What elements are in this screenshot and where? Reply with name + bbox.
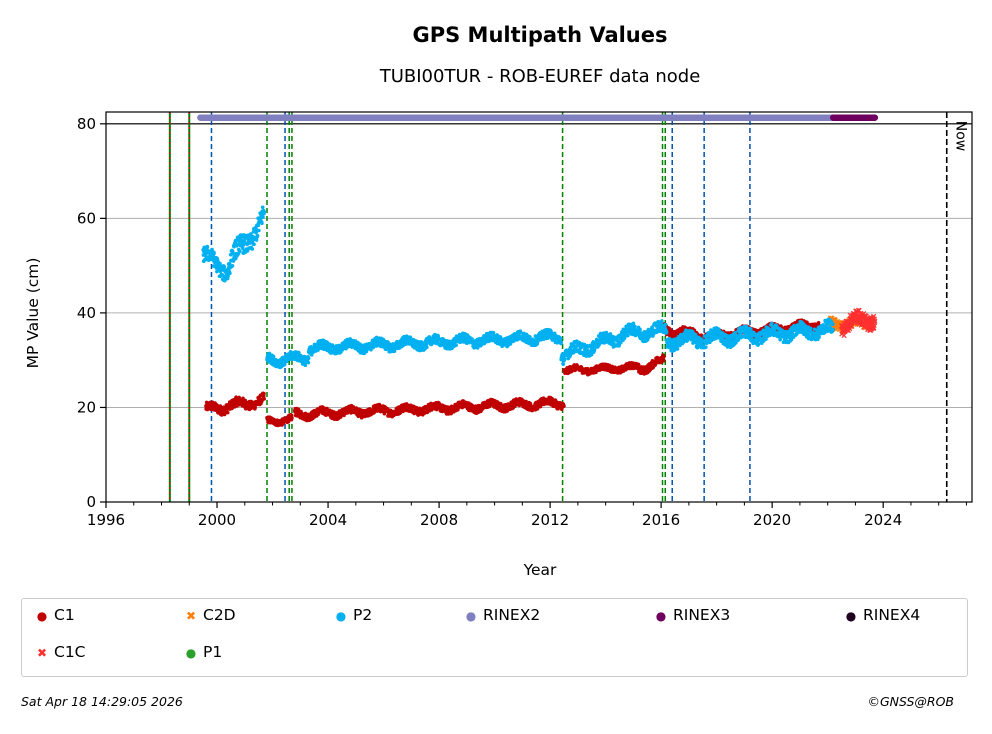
- point-p2-5-55: [631, 321, 636, 326]
- point-p2-1-17: [230, 263, 235, 268]
- point-c1-4-98: [662, 354, 666, 359]
- point-c1-3-295: [636, 362, 641, 367]
- point-p2-6-155: [704, 345, 708, 349]
- point-p2-1-142: [262, 210, 267, 214]
- point-p2-5-182: [663, 322, 668, 327]
- now-label: Now: [953, 121, 969, 152]
- point-c1-0-155: [243, 398, 248, 403]
- point-c1-0-229: [262, 391, 266, 396]
- point-p2-1-133: [260, 221, 264, 226]
- point-p2-0-54: [215, 269, 219, 274]
- data-points: [197, 114, 879, 428]
- point-p2-3-468: [425, 345, 429, 350]
- point-c1-2-128: [325, 406, 329, 411]
- grid-lines: [106, 123, 972, 408]
- point-p2-5-167: [660, 319, 664, 323]
- point-p2-3-584: [454, 343, 458, 348]
- point-p2-1-102: [252, 242, 256, 247]
- point-p2-1-112: [254, 238, 259, 242]
- point-c1-4-97: [661, 358, 666, 362]
- point-p2-2-164: [306, 356, 311, 361]
- point-p2-3-1000: [559, 340, 564, 345]
- point-p2-1-116: [255, 234, 260, 238]
- point-c1-0-86: [225, 410, 230, 415]
- point-p2-1-7: [228, 271, 232, 276]
- chart-title: GPS Multipath Values: [412, 23, 667, 47]
- point-p2-5-33: [626, 333, 630, 338]
- point-p2-2-70: [282, 362, 287, 367]
- point-p2-2-26: [271, 354, 276, 359]
- point-c1-0-57: [218, 404, 223, 408]
- point-p2-4-14: [562, 357, 567, 361]
- point-c1-1-98: [290, 416, 294, 420]
- point-p2-6-449: [778, 337, 782, 342]
- point-p2-4-8: [561, 362, 566, 366]
- point-p2-0-43: [212, 251, 216, 256]
- point-c1-1-85: [286, 419, 291, 423]
- point-p2-1-95: [250, 247, 255, 251]
- point-p2-6-43: [675, 347, 680, 351]
- point-p2-6-333: [749, 327, 753, 332]
- point-c1-0-194: [253, 405, 257, 410]
- point-c1-2-1066: [562, 404, 566, 408]
- chart-subtitle: TUBI00TUR - ROB-EUREF data node: [379, 66, 701, 87]
- point-p2-5-186: [664, 330, 669, 334]
- point-p2-1-46: [238, 249, 242, 253]
- series-p2: [201, 205, 836, 370]
- point-p2-5-61: [633, 324, 637, 329]
- point-p2-6-363: [756, 342, 761, 346]
- point-c1-0-74: [222, 412, 227, 417]
- point-p2-0-17: [205, 245, 210, 249]
- multipath-chart: GPS Multipath Values TUBI00TUR - ROB-EUR…: [24, 23, 973, 579]
- event-lines: Now: [168, 112, 969, 502]
- point-p2-5-81: [638, 327, 642, 332]
- point-p2-2-163: [306, 360, 311, 365]
- point-p2-3-732: [491, 330, 496, 335]
- point-p2-1-137: [261, 215, 265, 220]
- point-p2-1-121: [257, 228, 261, 233]
- point-p2-0-83: [222, 265, 227, 269]
- point-p2-1-19: [231, 251, 235, 256]
- point-p2-3-998: [558, 336, 563, 341]
- point-c1-0-230: [262, 397, 267, 401]
- point-p2-1-136: [260, 205, 265, 210]
